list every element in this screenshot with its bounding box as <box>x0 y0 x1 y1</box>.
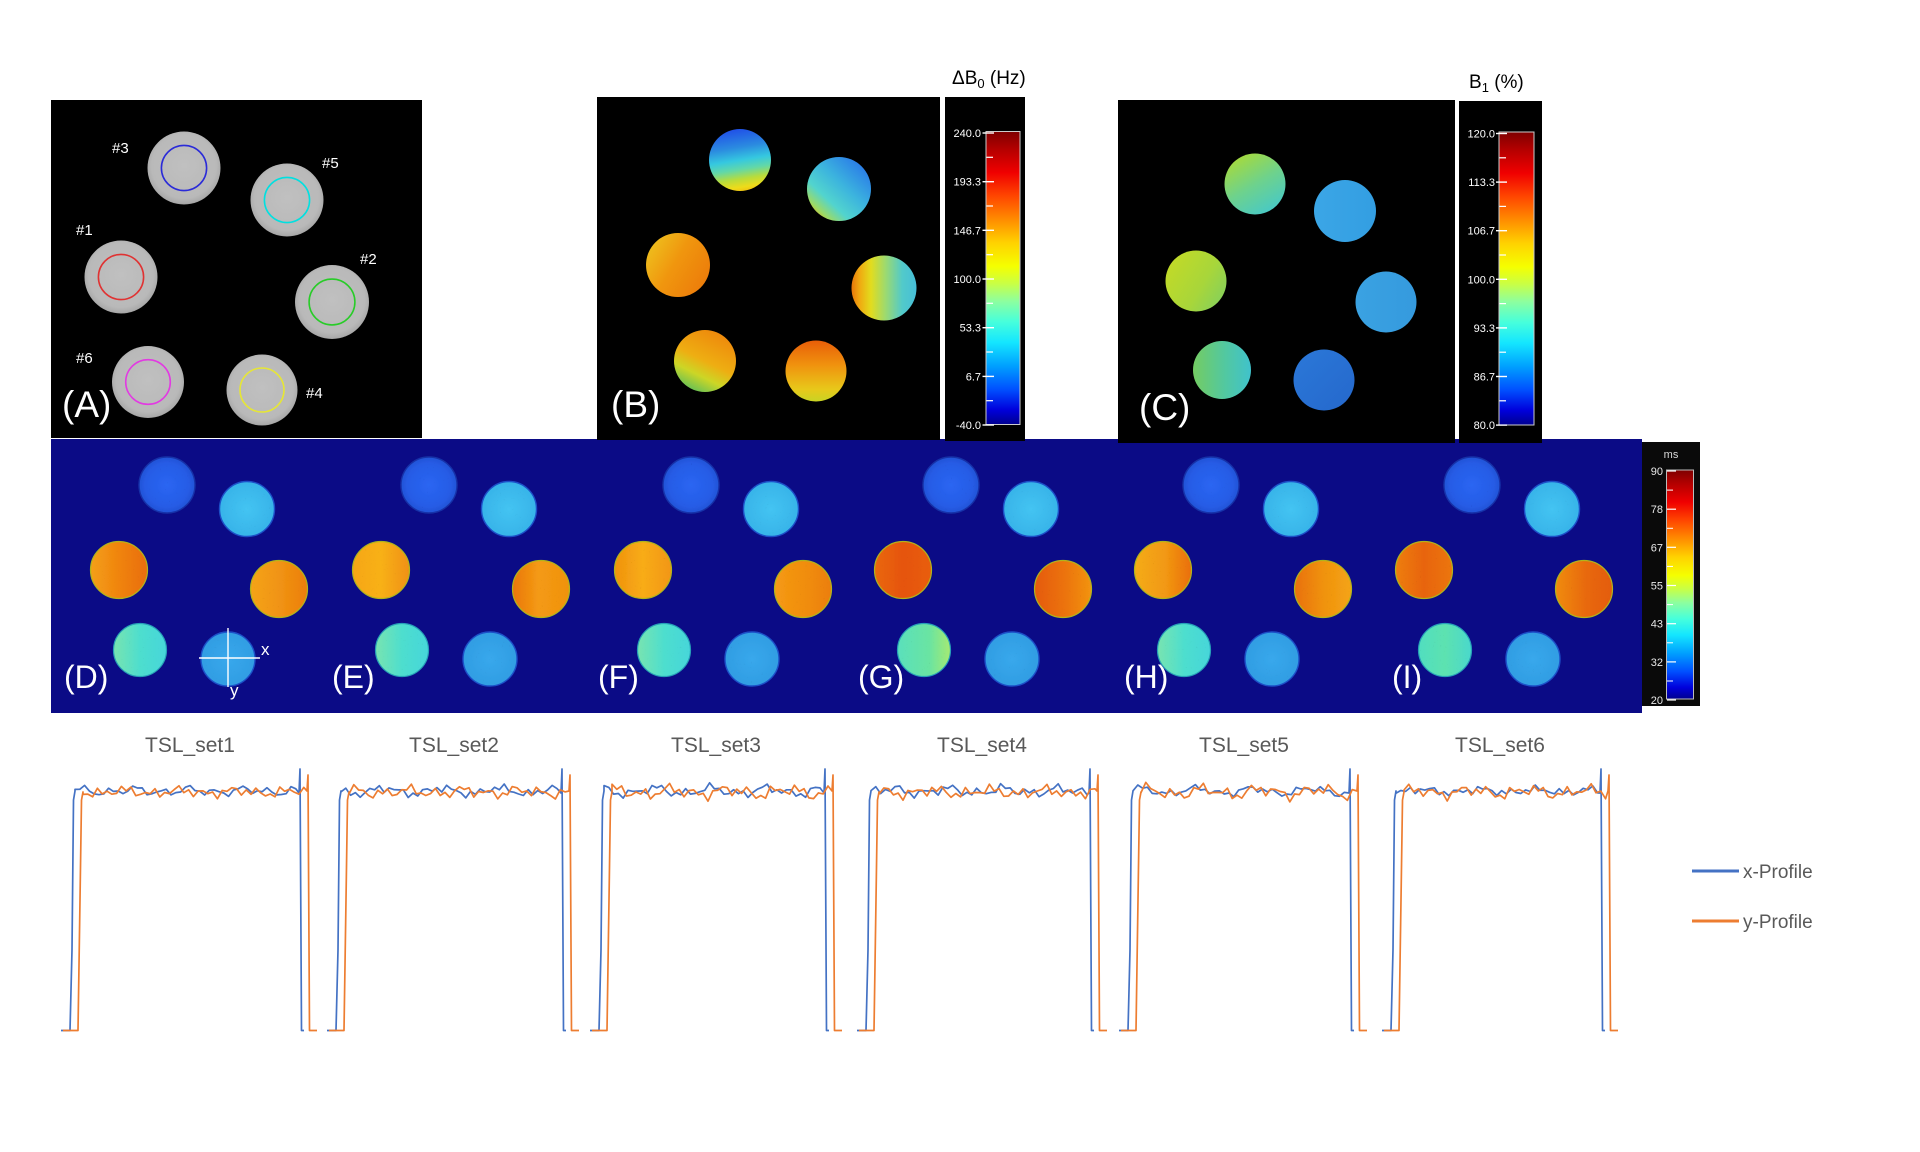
svg-text:(I): (I) <box>1392 659 1422 695</box>
svg-text:x-Profile: x-Profile <box>1743 862 1813 883</box>
svg-text:TSL_set5: TSL_set5 <box>1199 734 1289 757</box>
svg-text:x: x <box>261 640 270 659</box>
svg-text:y: y <box>230 681 239 700</box>
svg-text:113.3: 113.3 <box>1468 177 1495 189</box>
svg-text:(A): (A) <box>62 384 111 425</box>
svg-text:B1 (%): B1 (%) <box>1469 72 1524 95</box>
svg-text:240.0: 240.0 <box>953 128 981 140</box>
svg-text:TSL_set2: TSL_set2 <box>409 734 499 757</box>
svg-text:43: 43 <box>1651 619 1663 631</box>
svg-text:ms: ms <box>1664 449 1679 461</box>
svg-text:(F): (F) <box>598 659 639 695</box>
svg-text:-40.0: -40.0 <box>956 420 981 432</box>
svg-text:#3: #3 <box>112 140 129 157</box>
svg-text:#2: #2 <box>360 251 377 268</box>
svg-text:90: 90 <box>1651 466 1663 478</box>
svg-text:20: 20 <box>1651 695 1663 707</box>
svg-text:(E): (E) <box>332 659 375 695</box>
svg-text:32: 32 <box>1651 657 1663 669</box>
svg-text:#6: #6 <box>76 350 93 367</box>
svg-text:(D): (D) <box>64 659 108 695</box>
svg-text:67: 67 <box>1651 542 1663 554</box>
svg-text:(H): (H) <box>1124 659 1168 695</box>
svg-text:#1: #1 <box>76 222 93 239</box>
svg-text:78: 78 <box>1651 504 1663 516</box>
svg-text:146.7: 146.7 <box>953 225 981 237</box>
svg-text:106.7: 106.7 <box>1467 226 1495 238</box>
svg-text:(G): (G) <box>858 659 904 695</box>
svg-text:TSL_set1: TSL_set1 <box>145 734 235 757</box>
svg-text:#5: #5 <box>322 155 339 172</box>
svg-text:80.0: 80.0 <box>1474 420 1495 432</box>
svg-text:193.3: 193.3 <box>953 177 981 189</box>
svg-text:120.0: 120.0 <box>1467 129 1495 141</box>
svg-text:TSL_set6: TSL_set6 <box>1455 734 1545 757</box>
svg-text:6.7: 6.7 <box>966 371 981 383</box>
svg-text:100.0: 100.0 <box>953 274 981 286</box>
svg-text:#4: #4 <box>306 385 323 402</box>
svg-text:55: 55 <box>1651 581 1663 593</box>
svg-text:100.0: 100.0 <box>1467 274 1495 286</box>
svg-text:(C): (C) <box>1139 387 1190 428</box>
svg-text:y-Profile: y-Profile <box>1743 912 1813 933</box>
svg-text:ΔB0 (Hz): ΔB0 (Hz) <box>952 68 1026 91</box>
svg-text:(B): (B) <box>611 384 660 425</box>
svg-text:93.3: 93.3 <box>1474 323 1495 335</box>
svg-text:86.7: 86.7 <box>1474 372 1495 384</box>
svg-text:TSL_set3: TSL_set3 <box>671 734 761 757</box>
svg-text:53.3: 53.3 <box>960 323 981 335</box>
svg-text:TSL_set4: TSL_set4 <box>937 734 1027 757</box>
